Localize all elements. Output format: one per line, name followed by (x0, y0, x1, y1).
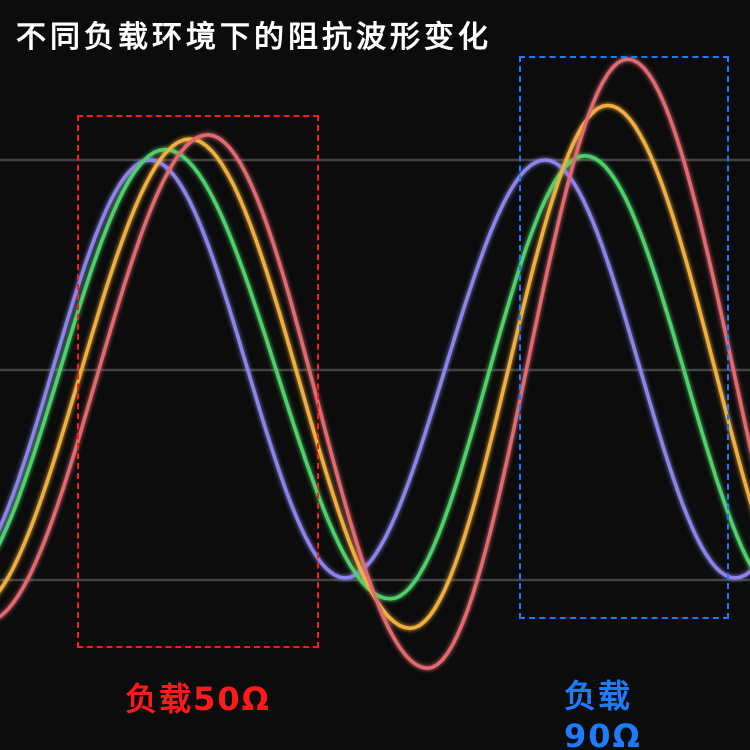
waveform-series-0 (0, 158, 750, 580)
load-90-label: 负载90Ω (564, 677, 642, 750)
chart-title: 不同负载环境下的阻抗波形变化 (16, 20, 492, 55)
waveform-series-3 (0, 57, 750, 670)
load-90-highlight-box (519, 56, 729, 619)
waveform-series-2 (0, 103, 750, 631)
load-50-label: 负载50Ω (125, 680, 271, 718)
load-50-highlight-box (77, 115, 319, 648)
waveform-series-1 (0, 147, 750, 601)
